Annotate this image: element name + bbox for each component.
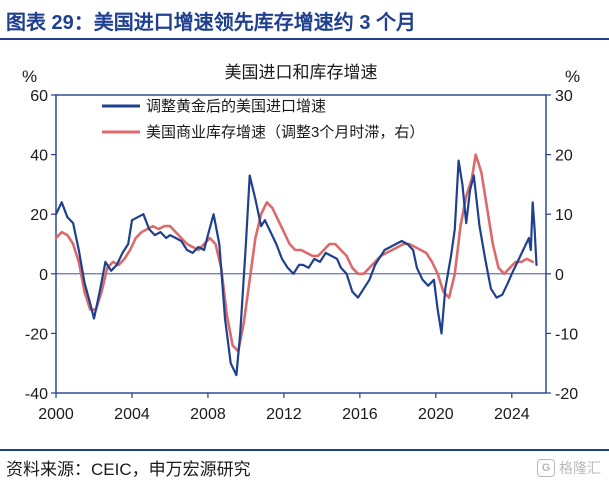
x-tick-label: 2000	[38, 406, 74, 423]
x-tick-label: 2008	[190, 406, 226, 423]
import-growth-line	[54, 159, 538, 377]
left-tick-label: 0	[39, 267, 48, 284]
legend-label-inventory: 美国商业库存增速（调整3个月时滞，右）	[146, 124, 424, 141]
legend-label-imports: 调整黄金后的美国进口增速	[146, 98, 326, 115]
right-tick-label: -10	[555, 326, 578, 343]
x-tick-label: 2004	[114, 406, 150, 423]
watermark-logo-icon: G	[537, 459, 555, 477]
x-tick-label: 2012	[266, 406, 302, 423]
figure-title: 图表 29：美国进口增速领先库存增速约 3 个月	[6, 12, 417, 34]
x-tick-label: 2020	[418, 406, 454, 423]
chart-title: 美国进口和库存增速	[225, 63, 378, 82]
right-tick-label: 30	[555, 88, 573, 105]
chart: 美国进口和库存增速 % % 60 40 20 0 -20 -40 30 20 10 0 -10 -20…	[22, 63, 580, 423]
left-tick-label: -20	[25, 326, 48, 343]
left-tick-label: -40	[25, 386, 48, 403]
x-tick-label: 2016	[342, 406, 378, 423]
x-tick-label: 2024	[494, 406, 530, 423]
title-divider	[0, 38, 609, 40]
right-tick-label: 0	[555, 267, 564, 284]
left-tick-label: 20	[30, 207, 48, 224]
left-axis-unit: %	[22, 67, 37, 86]
legend: 调整黄金后的美国进口增速 美国商业库存增速（调整3个月时滞，右）	[102, 98, 424, 141]
watermark-text: 格隆汇	[559, 460, 601, 476]
watermark: G 格隆汇	[537, 458, 601, 478]
right-tick-label: -20	[555, 386, 578, 403]
source-note: 资料来源：CEIC，申万宏源研究	[6, 460, 251, 479]
plot-frame	[55, 94, 547, 394]
left-tick-label: 40	[30, 148, 48, 165]
axis-ticks: 60 40 20 0 -20 -40 30 20 10 0 -10 -20 2000 2004 2008 20…	[25, 88, 578, 423]
footer-divider	[0, 449, 609, 451]
left-tick-label: 60	[30, 88, 48, 105]
inventory-growth-line	[54, 153, 535, 353]
right-tick-label: 10	[555, 207, 573, 224]
right-axis-unit: %	[565, 67, 580, 86]
right-tick-label: 20	[555, 148, 573, 165]
series-lines	[54, 153, 538, 377]
